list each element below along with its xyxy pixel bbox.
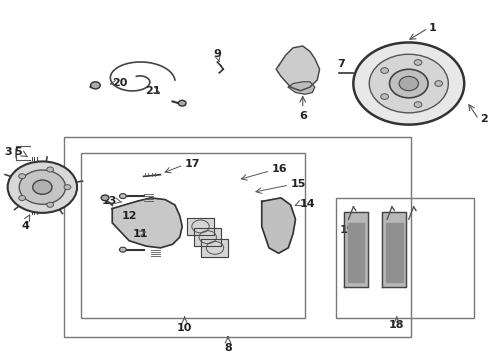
Circle shape <box>414 60 422 66</box>
Text: 21: 21 <box>146 86 161 96</box>
Circle shape <box>381 94 389 99</box>
Circle shape <box>101 195 109 201</box>
Circle shape <box>64 185 71 190</box>
Circle shape <box>33 180 52 194</box>
Polygon shape <box>343 212 368 287</box>
Text: 19: 19 <box>340 225 356 235</box>
Text: 20: 20 <box>112 78 127 88</box>
Circle shape <box>91 82 100 89</box>
Circle shape <box>120 194 126 199</box>
Polygon shape <box>276 46 319 91</box>
Text: 1: 1 <box>429 23 437 33</box>
Text: 17: 17 <box>185 159 200 169</box>
Text: 7: 7 <box>338 59 345 69</box>
Text: 14: 14 <box>299 199 315 209</box>
Polygon shape <box>187 217 214 235</box>
Circle shape <box>399 76 418 91</box>
Circle shape <box>435 81 442 86</box>
Polygon shape <box>382 212 406 287</box>
Polygon shape <box>386 223 402 282</box>
Circle shape <box>353 42 464 125</box>
Text: 11: 11 <box>132 229 148 239</box>
Text: 8: 8 <box>224 342 232 352</box>
Circle shape <box>381 68 389 73</box>
Circle shape <box>47 167 53 172</box>
Polygon shape <box>288 82 315 94</box>
Text: 16: 16 <box>271 164 287 174</box>
Circle shape <box>8 161 77 213</box>
Text: 13: 13 <box>102 197 117 206</box>
Text: 2: 2 <box>480 114 488 124</box>
Text: 12: 12 <box>122 211 137 221</box>
Circle shape <box>47 202 53 207</box>
Circle shape <box>178 100 186 106</box>
Text: 9: 9 <box>214 49 221 59</box>
Text: 3: 3 <box>4 147 12 157</box>
Text: 5: 5 <box>14 147 22 157</box>
Polygon shape <box>194 228 221 246</box>
Text: 18: 18 <box>389 320 404 330</box>
Polygon shape <box>262 198 295 253</box>
Circle shape <box>19 170 66 204</box>
Text: 6: 6 <box>299 111 307 121</box>
Polygon shape <box>201 239 228 257</box>
Text: 10: 10 <box>177 323 192 333</box>
Circle shape <box>414 102 422 108</box>
Circle shape <box>120 247 126 252</box>
Polygon shape <box>347 223 364 282</box>
Circle shape <box>390 69 428 98</box>
Polygon shape <box>112 198 182 248</box>
Circle shape <box>19 174 25 179</box>
Circle shape <box>19 195 25 201</box>
Text: 4: 4 <box>22 221 29 231</box>
Circle shape <box>369 54 448 113</box>
Text: 15: 15 <box>291 179 306 189</box>
